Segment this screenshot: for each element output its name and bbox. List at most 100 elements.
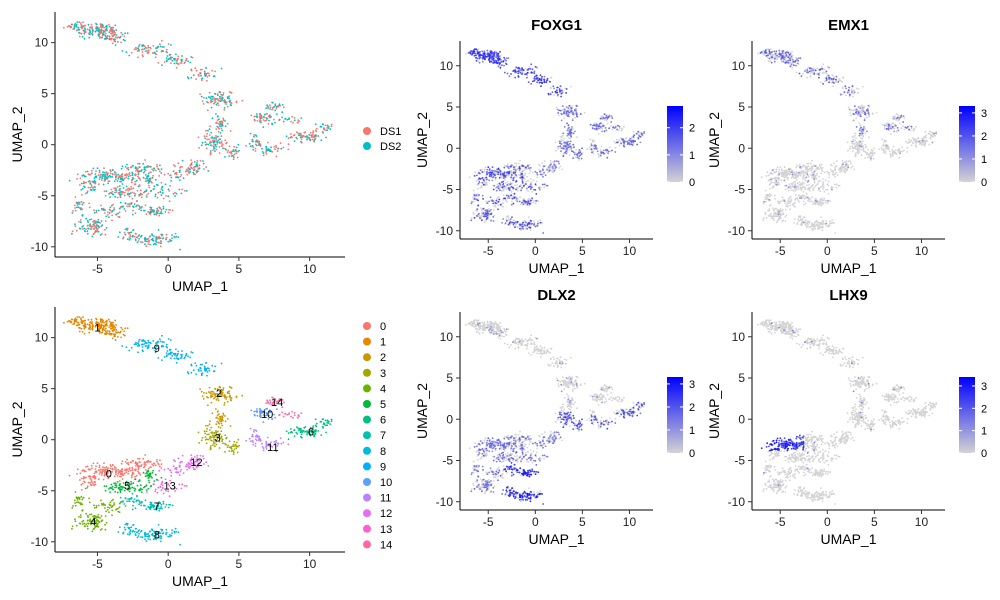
data-point	[828, 224, 831, 227]
data-point	[199, 72, 202, 75]
data-point	[506, 219, 508, 222]
data-point	[630, 140, 632, 143]
data-point	[219, 123, 221, 125]
data-point	[490, 209, 492, 211]
data-point	[873, 147, 875, 150]
data-point	[127, 168, 130, 171]
data-point	[104, 228, 106, 231]
data-point	[114, 44, 117, 46]
data-point	[588, 146, 591, 149]
data-point	[626, 143, 629, 146]
data-point	[929, 137, 932, 140]
data-point	[218, 152, 221, 154]
data-point	[481, 60, 484, 63]
x-tick-label: 5	[579, 244, 586, 258]
data-point	[769, 195, 772, 198]
data-point	[96, 167, 99, 170]
data-point	[832, 173, 835, 176]
data-point	[777, 181, 780, 184]
data-point	[142, 44, 145, 46]
data-point	[156, 196, 159, 199]
data-point	[269, 116, 271, 119]
data-point	[804, 202, 807, 205]
data-point	[823, 190, 826, 193]
data-point	[489, 196, 492, 199]
data-point	[515, 188, 517, 191]
data-point	[475, 209, 477, 212]
data-point	[820, 167, 822, 170]
data-point	[521, 68, 524, 71]
data-point	[170, 179, 173, 182]
data-point	[787, 172, 790, 175]
data-point	[123, 231, 126, 234]
data-point	[98, 28, 100, 31]
data-point	[112, 28, 114, 31]
data-point	[143, 48, 146, 50]
data-point	[124, 228, 127, 231]
data-point	[219, 142, 221, 145]
data-point	[497, 173, 499, 176]
data-point	[841, 93, 844, 95]
data-point	[160, 240, 163, 243]
data-points	[63, 21, 333, 251]
data-point	[602, 149, 605, 152]
data-point	[478, 177, 481, 180]
data-point	[267, 149, 270, 152]
data-point	[123, 208, 126, 210]
data-point	[606, 149, 609, 152]
data-point	[779, 217, 781, 220]
data-point	[528, 164, 531, 166]
data-point	[838, 184, 841, 187]
data-point	[779, 215, 782, 218]
data-point	[847, 106, 850, 109]
data-point	[158, 235, 161, 238]
data-point	[558, 162, 560, 165]
data-point	[764, 211, 767, 214]
data-point	[559, 85, 562, 88]
data-point	[209, 125, 212, 128]
data-point	[180, 62, 183, 64]
colorbar-tick-label: 0	[689, 177, 695, 189]
data-point	[79, 177, 82, 180]
data-point	[208, 142, 211, 145]
data-point	[151, 234, 154, 237]
data-point	[539, 173, 542, 176]
data-point	[206, 132, 209, 135]
data-point	[801, 165, 804, 168]
data-point	[515, 180, 518, 183]
data-point	[524, 221, 527, 224]
data-point	[806, 184, 808, 187]
data-point	[276, 150, 279, 152]
data-point	[202, 160, 204, 163]
data-point	[216, 140, 218, 143]
data-point	[499, 189, 501, 192]
data-point	[212, 149, 214, 152]
data-point	[98, 169, 101, 172]
data-point	[261, 147, 263, 150]
data-point	[910, 144, 913, 147]
data-point	[78, 35, 81, 38]
data-point	[844, 171, 847, 174]
data-point	[229, 151, 232, 154]
data-point	[472, 200, 475, 203]
data-point	[889, 125, 892, 128]
data-point	[864, 117, 866, 120]
data-point	[559, 147, 562, 150]
data-point	[924, 130, 927, 133]
data-point	[236, 156, 239, 159]
data-point	[834, 175, 836, 178]
data-point	[931, 131, 933, 134]
data-point	[179, 62, 182, 64]
data-point	[473, 50, 476, 53]
y-tick-label: 10	[440, 59, 454, 73]
data-point	[475, 179, 478, 182]
data-point	[628, 139, 631, 142]
data-point	[189, 61, 192, 64]
data-point	[128, 236, 131, 239]
data-point	[195, 69, 198, 72]
data-point	[481, 219, 483, 222]
data-point	[254, 147, 257, 150]
data-point	[770, 181, 773, 183]
data-point	[219, 121, 222, 123]
data-point	[512, 172, 515, 175]
